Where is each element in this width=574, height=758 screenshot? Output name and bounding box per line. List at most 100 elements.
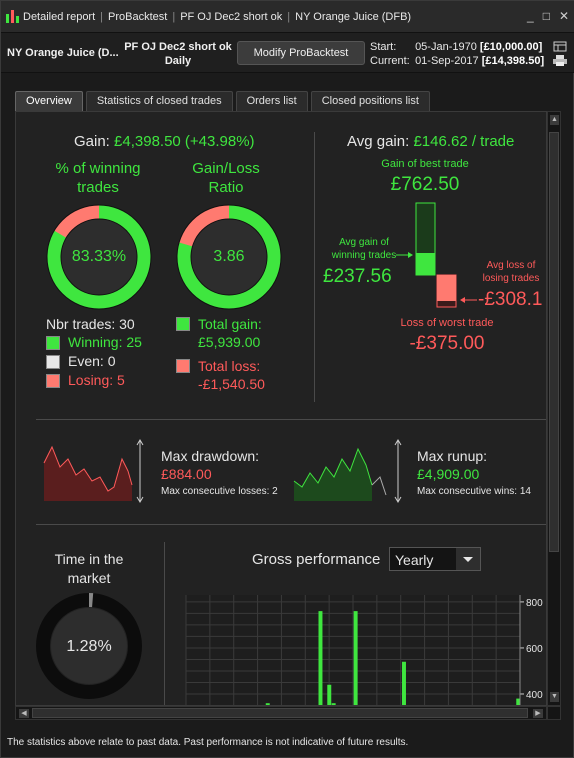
nbr-trades: Nbr trades: 30 [46,316,135,332]
period-selected-value: Yearly [395,552,434,568]
total-loss: Total loss: -£1,540.50 [198,358,265,392]
section-divider [164,542,165,705]
start-date: 05-Jan-1970 [415,41,477,53]
breadcrumb-separator: | [172,10,176,23]
breadcrumb-item[interactable]: ProBacktest [108,10,168,23]
scroll-right-icon[interactable]: ▶ [533,709,543,718]
current-label: Current: [370,55,410,67]
avg-loss-label: Avg loss of losing trades [482,260,540,284]
gain-loss-ratio-donut [176,204,282,310]
total-loss-swatch [176,359,190,373]
current-date: 01-Sep-2017 [415,55,479,67]
start-capital: [£10,000.00] [479,41,543,53]
winning-swatch [46,336,60,350]
gain-value: £4,398.50 (+43.98%) [114,133,255,150]
max-consecutive-losses: Max consecutive losses: 2 [161,486,278,497]
breadcrumb-item[interactable]: NY Orange Juice (DFB) [295,10,412,23]
avg-loss-bar [437,275,456,301]
gain-label: Gain: [74,133,110,150]
tab-orders-list[interactable]: Orders list [235,91,308,111]
max-drawdown-value: £884.00 [161,466,212,482]
horizontal-scrollbar[interactable]: ◀ ▶ [15,706,547,720]
time-in-market-donut [36,593,142,699]
scroll-left-icon[interactable]: ◀ [19,709,29,718]
winning-trades-title: % of winning trades [55,160,141,196]
max-drawdown-label: Max drawdown: [161,448,260,464]
chart-bar [327,684,332,705]
y-axis-tick-label: 400 [526,690,543,701]
export-icon[interactable] [553,41,567,52]
chart-bar [353,611,358,705]
strategy-info: PF OJ Dec2 short ok Daily [120,40,236,68]
gain-loss-ratio-title: Gain/Loss Ratio [192,160,260,196]
close-button[interactable]: ✕ [558,9,569,23]
time-in-market-arc [36,593,142,699]
report-tabs: Overview Statistics of closed trades Ord… [15,91,430,111]
period-select[interactable]: Yearly [389,547,481,571]
trade-range-chart [415,202,457,308]
best-trade-value: £762.50 [390,174,460,195]
tab-overview[interactable]: Overview [15,91,83,111]
avg-win-label: Avg gain of winning trades [331,237,397,261]
chevron-down-icon[interactable] [456,548,480,570]
section-divider [36,419,546,420]
max-runup-label: Max runup: [417,448,488,464]
chart-bar [265,703,270,705]
disclaimer-text: The statistics above relate to past data… [7,737,409,748]
section-divider [36,524,546,525]
scroll-up-icon[interactable]: ▲ [550,115,559,125]
even-swatch [46,355,60,369]
candlestick-icon [5,9,19,25]
arrow-right-icon [396,252,413,258]
worst-trade-value: -£375.00 [409,333,485,354]
even-count: Even: 0 [68,353,116,369]
breadcrumb-item[interactable]: PF OJ Dec2 short ok [180,10,283,23]
title-bar: Detailed report | ProBacktest | PF OJ De… [1,1,574,33]
y-axis-tick-label: 800 [526,598,543,609]
scroll-down-icon[interactable]: ▼ [550,692,559,702]
gain-summary: Gain: £4,398.50 (+43.98%) [74,133,255,150]
tab-closed-positions-list[interactable]: Closed positions list [310,91,430,111]
chart-bar [402,661,406,705]
gross-performance-title: Gross performance [252,551,381,568]
breadcrumb-item[interactable]: Detailed report [23,10,96,23]
ratio-value: 3.86 [213,248,245,265]
print-icon[interactable] [553,55,567,66]
current-capital: [£14,398.50] [481,55,545,67]
minimize-button[interactable]: _ [527,9,534,23]
start-label: Start: [370,41,397,53]
losing-count: Losing: 5 [68,372,125,388]
total-gain-swatch [176,317,190,331]
strategy-period: Daily [164,55,192,67]
tab-statistics-closed-trades[interactable]: Statistics of closed trades [85,91,233,111]
total-gain: Total gain: £5,939.00 [198,316,262,350]
arrow-left-icon [460,297,477,303]
section-divider [314,132,315,402]
vertical-scrollbar[interactable]: ▲ ▼ [547,111,561,706]
strategy-name: PF OJ Dec2 short ok [124,41,232,53]
worst-trade-label: Loss of worst trade [400,317,494,329]
modify-probacktest-button[interactable]: Modify ProBacktest [237,41,365,65]
max-consecutive-wins: Max consecutive wins: 14 [417,486,531,497]
scroll-thumb[interactable] [32,708,528,718]
gross-performance-chart: 800 600 400 [185,595,543,705]
avg-loss-value: -£308.1 [478,289,543,310]
winning-pct-value: 83.33% [71,248,127,265]
best-trade-label: Gain of best trade [381,158,469,170]
winning-count: Winning: 25 [68,334,142,350]
breadcrumb-separator: | [287,10,291,23]
max-runup-value: £4,909.00 [417,466,480,482]
instrument-name: NY Orange Juice (D... [7,47,119,59]
maximize-button[interactable]: □ [542,9,550,23]
donut-gain-arc [177,205,281,309]
report-header: NY Orange Juice (D... PF OJ Dec2 short o… [1,33,574,73]
avg-gain-summary: Avg gain: £146.62 / trade [347,133,515,150]
avg-gain-bar [416,253,435,275]
y-axis-tick-label: 600 [526,644,543,655]
losing-swatch [46,374,60,388]
scroll-thumb[interactable] [549,132,559,552]
donut-win-arc [47,205,151,309]
chart-bar [318,611,323,705]
chart-bar [331,703,336,705]
